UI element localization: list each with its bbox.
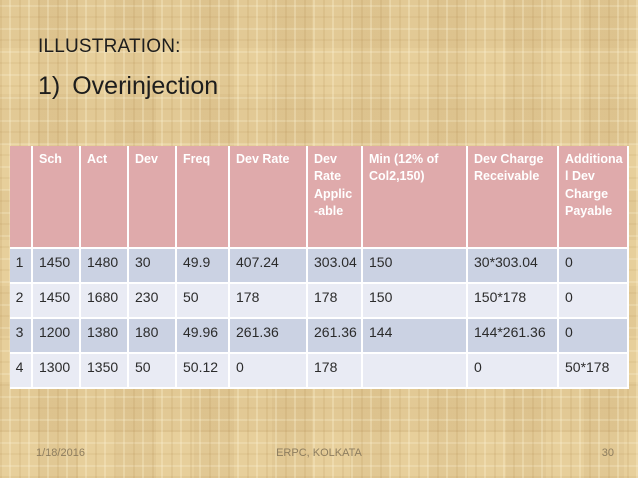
- table-cell: 150: [361, 282, 468, 319]
- table-cell: 144*261.36: [466, 317, 559, 354]
- slide-subtitle: 1) Overinjection: [38, 72, 218, 101]
- table-cell: 30: [127, 247, 177, 284]
- table-cell: 1450: [31, 247, 81, 284]
- table-container: Sch Act Dev Freq Dev Rate Dev Rate Applic -ab…: [10, 146, 629, 389]
- subtitle-text: Overinjection: [72, 72, 219, 100]
- table-cell: 1450: [31, 282, 81, 319]
- table-cell: 1480: [79, 247, 129, 284]
- table-cell: 1200: [31, 317, 81, 354]
- table-cell: 0: [557, 282, 629, 319]
- table-body: 1 1450 1480 30 49.9 407.24 303.04 150 30*303.04 0…: [10, 247, 629, 389]
- table-cell: 261.36: [228, 317, 308, 354]
- table-cell: 230: [127, 282, 177, 319]
- subtitle-number: 1): [38, 72, 61, 100]
- column-header: Sch: [31, 146, 81, 249]
- table-cell: 150*178: [466, 282, 559, 319]
- table-cell: 50: [175, 282, 230, 319]
- column-header: [10, 146, 33, 249]
- table-cell: 0: [557, 247, 629, 284]
- column-header: Dev Charge Receivable: [466, 146, 559, 249]
- table-cell: 178: [306, 352, 363, 389]
- table-header: Sch Act Dev Freq Dev Rate Dev Rate Applic -ab…: [10, 146, 629, 249]
- table-cell: 0: [228, 352, 308, 389]
- table-cell: 178: [228, 282, 308, 319]
- footer-date: 1/18/2016: [36, 447, 85, 459]
- table-cell: 49.9: [175, 247, 230, 284]
- column-header: Dev Rate: [228, 146, 308, 249]
- table-cell: 261.36: [306, 317, 363, 354]
- table-cell: 303.04: [306, 247, 363, 284]
- table-cell: 150: [361, 247, 468, 284]
- row-number-cell: 1: [10, 247, 33, 284]
- table-cell: 30*303.04: [466, 247, 559, 284]
- table-cell: 144: [361, 317, 468, 354]
- table-cell: 0: [466, 352, 559, 389]
- row-number-cell: 3: [10, 317, 33, 354]
- table-row: 1 1450 1480 30 49.9 407.24 303.04 150 30*303.04 0: [10, 247, 629, 284]
- column-header: Act: [79, 146, 129, 249]
- table-row: 2 1450 1680 230 50 178 178 150 150*178 0: [10, 282, 629, 319]
- table-cell: 50.12: [175, 352, 230, 389]
- column-header: Dev: [127, 146, 177, 249]
- table-cell: 1680: [79, 282, 129, 319]
- table-row: 3 1200 1380 180 49.96 261.36 261.36 144 144*261.…: [10, 317, 629, 354]
- column-header: Freq: [175, 146, 230, 249]
- table-cell: [361, 352, 468, 389]
- row-number-cell: 2: [10, 282, 33, 319]
- table-cell: 407.24: [228, 247, 308, 284]
- table-cell: 50*178: [557, 352, 629, 389]
- table-cell: 1380: [79, 317, 129, 354]
- table-row: 4 1300 1350 50 50.12 0 178 0 50*178: [10, 352, 629, 389]
- footer-center-text: ERPC, KOLKATA: [276, 447, 362, 459]
- table-cell: 178: [306, 282, 363, 319]
- table-cell: 1350: [79, 352, 129, 389]
- table-cell: 0: [557, 317, 629, 354]
- row-number-cell: 4: [10, 352, 33, 389]
- footer-page-number: 30: [601, 447, 614, 459]
- table-cell: 1300: [31, 352, 81, 389]
- table-cell: 180: [127, 317, 177, 354]
- column-header: Additional Dev Charge Payable: [557, 146, 629, 249]
- slide-title: ILLUSTRATION:: [38, 36, 181, 57]
- table-cell: 49.96: [175, 317, 230, 354]
- column-header: Dev Rate Applic -able: [306, 146, 363, 249]
- header-row: Sch Act Dev Freq Dev Rate Dev Rate Applic -ab…: [10, 146, 629, 249]
- illustration-table: Sch Act Dev Freq Dev Rate Dev Rate Applic -ab…: [10, 146, 629, 389]
- column-header: Min (12% of Col2,150): [361, 146, 468, 249]
- table-cell: 50: [127, 352, 177, 389]
